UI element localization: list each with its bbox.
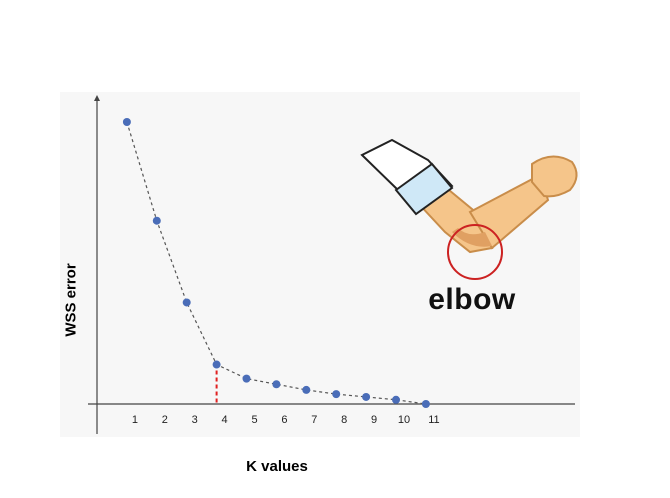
fist	[531, 155, 578, 198]
x-tick-label: 5	[251, 414, 257, 426]
x-tick-label: 4	[222, 414, 228, 426]
data-point	[212, 360, 221, 369]
y-axis-label: WSS error	[62, 263, 80, 337]
data-point	[182, 298, 191, 307]
x-tick-label: 10	[398, 414, 410, 426]
x-tick-label: 6	[281, 414, 287, 426]
x-tick-label: 1	[132, 414, 138, 426]
data-point	[152, 216, 161, 225]
x-tick-label: 2	[162, 414, 168, 426]
data-point	[362, 392, 371, 401]
x-tick-label: 7	[311, 414, 317, 426]
x-tick-label: 8	[341, 414, 347, 426]
data-point	[272, 380, 281, 389]
x-tick-label: 9	[371, 414, 377, 426]
chart-panel	[60, 92, 580, 437]
y-axis-arrow	[94, 95, 100, 101]
elbow-shading	[452, 228, 492, 247]
data-point	[392, 395, 400, 404]
data-point	[302, 385, 311, 394]
data-point	[242, 374, 251, 383]
elbow-annotation: elbow	[428, 283, 516, 316]
x-tick-label: 3	[192, 414, 198, 426]
sleeve-cuff	[394, 162, 454, 216]
data-point	[332, 390, 341, 399]
elbow-circle	[447, 224, 503, 280]
data-point	[421, 400, 430, 408]
data-point	[122, 118, 131, 126]
x-tick-label: 11	[428, 414, 439, 426]
elbow-arm-illustration	[360, 138, 578, 280]
x-axis-label: K values	[246, 458, 308, 475]
plot-area: 1 2 3 4 5 6 7 8 9 10 11	[88, 95, 575, 434]
